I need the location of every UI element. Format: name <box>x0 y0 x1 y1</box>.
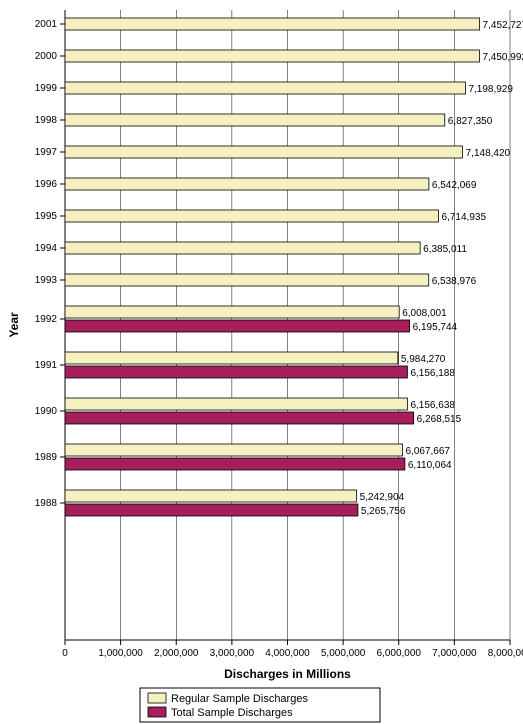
y-tick-label: 1998 <box>35 115 58 126</box>
bar-regular <box>65 444 403 456</box>
y-tick-label: 2000 <box>35 51 58 62</box>
bar-total <box>65 504 358 516</box>
x-tick-label: 7,000,000 <box>432 648 477 659</box>
bar-regular <box>65 50 479 62</box>
x-tick-label: 8,000,000 <box>488 648 523 659</box>
value-label: 7,452,727 <box>483 20 523 31</box>
y-tick-label: 1993 <box>35 275 58 286</box>
bar-regular <box>65 178 429 190</box>
bar-regular <box>65 18 480 30</box>
value-label: 5,265,756 <box>361 506 406 517</box>
value-label: 6,110,064 <box>408 460 452 471</box>
value-label: 6,067,667 <box>406 446 451 457</box>
bar-total <box>65 366 407 378</box>
value-label: 6,008,001 <box>402 308 447 319</box>
value-label: 7,198,929 <box>468 84 513 95</box>
bar-regular <box>65 82 465 94</box>
value-label: 5,242,904 <box>360 492 405 503</box>
value-label: 6,538,976 <box>432 276 477 287</box>
value-label: 6,542,069 <box>432 180 477 191</box>
bar-total <box>65 412 414 424</box>
bar-regular <box>65 210 439 222</box>
bar-regular <box>65 274 429 286</box>
value-label: 6,156,188 <box>410 368 455 379</box>
legend-swatch-regular <box>148 693 166 703</box>
bar-total <box>65 458 405 470</box>
y-tick-label: 1992 <box>35 314 58 325</box>
bar-regular <box>65 242 420 254</box>
y-tick-label: 1995 <box>35 211 58 222</box>
y-tick-label: 1991 <box>35 360 58 371</box>
y-axis-label: Year <box>7 312 21 338</box>
x-tick-label: 6,000,000 <box>377 648 422 659</box>
x-tick-label: 5,000,000 <box>321 648 366 659</box>
discharges-chart: 0 1,000,000 2,000,000 3,000,000 4,000,000 5,0… <box>0 0 523 724</box>
value-label: 6,714,935 <box>442 212 487 223</box>
y-tick-label: 1994 <box>35 243 58 254</box>
bar-regular <box>65 352 398 364</box>
legend-label: Regular Sample Discharges <box>171 693 308 705</box>
y-tick-label: 2001 <box>35 19 58 30</box>
value-label: 7,450,992 <box>482 52 523 63</box>
value-label: 5,984,270 <box>401 354 446 365</box>
x-tick-label: 4,000,000 <box>265 648 310 659</box>
bar-regular <box>65 306 399 318</box>
value-label: 6,385,011 <box>423 244 467 255</box>
bar-regular <box>65 398 407 410</box>
y-tick-label: 1988 <box>35 498 58 509</box>
y-tick-label: 1999 <box>35 83 58 94</box>
value-label: 6,156,638 <box>410 400 455 411</box>
value-label: 6,268,515 <box>417 414 462 425</box>
x-axis-label: Discharges in Millions <box>224 667 351 681</box>
value-label: 6,827,350 <box>448 116 493 127</box>
y-tick-label: 1997 <box>35 147 58 158</box>
y-tick-label: 1996 <box>35 179 58 190</box>
x-tick-label: 2,000,000 <box>154 648 199 659</box>
y-tick-label: 1990 <box>35 406 58 417</box>
bar-regular <box>65 490 357 502</box>
legend-label: Total Sample Discharges <box>171 707 293 719</box>
legend-swatch-total <box>148 707 166 717</box>
value-label: 6,195,744 <box>413 322 458 333</box>
bar-regular <box>65 114 445 126</box>
value-label: 7,148,420 <box>466 148 511 159</box>
x-tick-label: 1,000,000 <box>98 648 143 659</box>
x-tick-label: 0 <box>62 648 68 659</box>
bar-regular <box>65 146 463 158</box>
chart-container: 0 1,000,000 2,000,000 3,000,000 4,000,000 5,0… <box>0 0 523 724</box>
bar-total <box>65 320 410 332</box>
x-tick-label: 3,000,000 <box>210 648 255 659</box>
y-tick-label: 1989 <box>35 452 58 463</box>
